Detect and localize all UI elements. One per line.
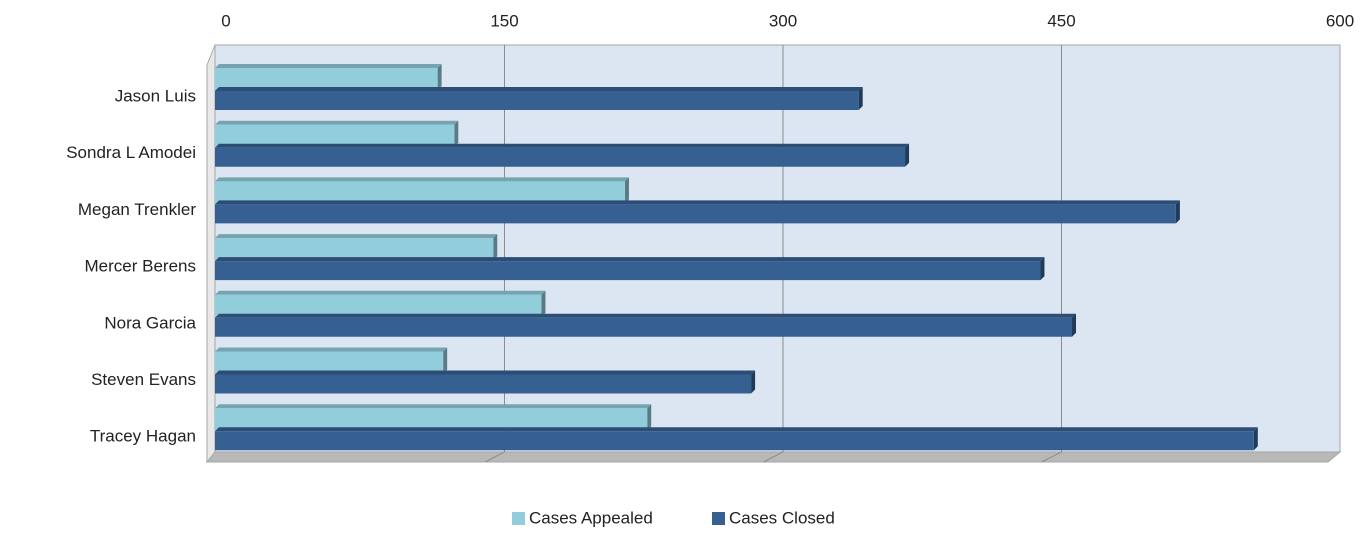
bar-side	[493, 234, 498, 261]
grid-line	[763, 45, 784, 463]
bar	[215, 120, 459, 147]
bar-face	[215, 374, 752, 394]
bar	[215, 143, 910, 167]
y-tick-label: Jason Luis	[115, 86, 196, 105]
bar-side	[454, 120, 459, 147]
bar-face	[215, 181, 625, 204]
bar-side	[443, 347, 448, 374]
y-tick-label: Sondra L Amodei	[66, 143, 196, 162]
bar-top	[215, 257, 1045, 262]
bar-face	[215, 147, 906, 167]
legend-label: Cases Closed	[729, 508, 835, 527]
bar	[215, 427, 1258, 451]
bar-top	[215, 290, 546, 295]
bar-top	[215, 177, 629, 182]
y-tick-label: Tracey Hagan	[90, 427, 196, 446]
bar-face	[215, 124, 455, 147]
bar-face	[215, 351, 444, 374]
bar-top	[215, 370, 756, 375]
legend-label: Cases Appealed	[529, 508, 653, 527]
bar-face	[215, 261, 1041, 281]
bar-face	[215, 294, 542, 317]
bar-top	[215, 427, 1258, 432]
y-tick-label: Steven Evans	[91, 370, 196, 389]
bar-side	[1072, 313, 1077, 337]
bar	[215, 87, 863, 110]
bar	[215, 347, 448, 374]
bar-face	[215, 408, 648, 431]
bar-side	[905, 143, 910, 167]
y-tick-label: Mercer Berens	[85, 257, 196, 276]
x-tick-label: 0	[221, 11, 230, 30]
bar-face	[215, 238, 494, 261]
bar-side	[858, 87, 863, 110]
bar-side	[1040, 257, 1045, 281]
bar	[215, 234, 498, 261]
x-tick-label: 300	[769, 11, 797, 30]
bar-top	[215, 200, 1180, 205]
bar-face	[215, 431, 1254, 451]
bar-side	[541, 290, 546, 317]
y-tick-label: Megan Trenkler	[78, 200, 196, 219]
bar-top	[215, 64, 442, 68]
bar-top	[215, 404, 652, 409]
x-tick-label: 600	[1326, 11, 1354, 30]
bar-face	[215, 317, 1073, 337]
grid-line	[1041, 45, 1062, 463]
bar	[215, 313, 1077, 337]
bar	[215, 404, 652, 431]
bar-top	[215, 87, 863, 91]
bar-side	[437, 64, 442, 90]
y-tick-label: Nora Garcia	[104, 313, 196, 332]
bar-face	[215, 68, 438, 90]
bar	[215, 290, 546, 317]
side-wall	[206, 44, 216, 464]
x-tick-label: 450	[1047, 11, 1075, 30]
bar-side	[1253, 427, 1258, 451]
bar	[215, 177, 629, 204]
bar-face	[215, 91, 859, 110]
bar-side	[751, 370, 756, 394]
bar-side	[647, 404, 652, 431]
bar-top	[215, 347, 448, 352]
bar-top	[215, 120, 459, 125]
bar-face	[215, 204, 1176, 224]
bar-side	[624, 177, 629, 204]
bar	[215, 370, 756, 394]
bar	[215, 257, 1045, 281]
x-tick-label: 150	[490, 11, 518, 30]
bar	[215, 200, 1180, 224]
legend-swatch	[712, 512, 725, 525]
bar	[215, 64, 442, 90]
legend-swatch	[512, 512, 525, 525]
bar-top	[215, 143, 910, 148]
bar-top	[215, 234, 498, 239]
bar-top	[215, 313, 1077, 318]
bar-side	[1175, 200, 1180, 224]
